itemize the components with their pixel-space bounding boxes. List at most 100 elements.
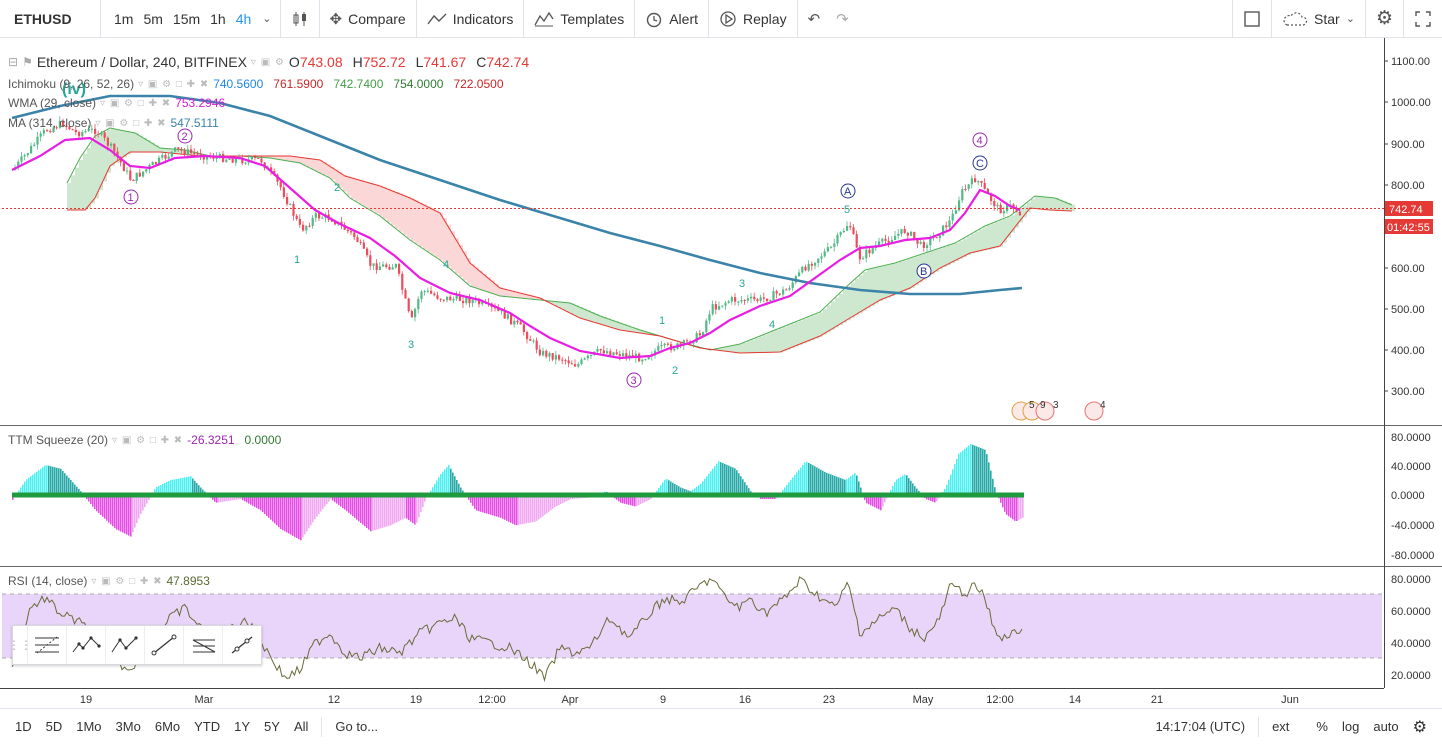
alert-button[interactable]: Alert <box>635 0 708 38</box>
legend-buttons-icon[interactable]: ▿ ▣ ⚙ □ ✚ ✖ <box>112 434 184 446</box>
ray-tool-button[interactable] <box>222 626 261 664</box>
legend-buttons-icon[interactable]: ▿ ▣ ⚙ □ ✚ ✖ <box>95 117 167 129</box>
pitchfork-button[interactable] <box>183 626 222 664</box>
ttm-bar <box>876 495 878 509</box>
drag-handle-icon[interactable]: ⋮⋮ <box>8 638 32 652</box>
cloud-segment <box>1059 199 1063 211</box>
wave-4a[interactable]: 4 <box>443 259 449 271</box>
range-1y[interactable]: 1Y <box>234 719 251 734</box>
compare-button[interactable]: ✥ Compare <box>320 0 416 38</box>
auto-toggle[interactable]: auto <box>1373 719 1399 734</box>
legend-menu-icon[interactable]: ▿ ▣ ⚙ <box>250 56 285 68</box>
wave-2a[interactable]: 2 <box>334 182 340 194</box>
legend-buttons-icon[interactable]: ▿ ▣ ⚙ □ ✚ ✖ <box>100 97 172 109</box>
fullscreen-toggle-button[interactable] <box>1233 0 1271 38</box>
wave-circle-1[interactable] <box>123 189 139 205</box>
chart-style-button[interactable] <box>281 0 319 38</box>
wave-1a[interactable]: 1 <box>294 254 300 266</box>
wave-circle-4[interactable] <box>972 132 988 148</box>
range-all[interactable]: All <box>293 719 309 734</box>
trend-line-button[interactable] <box>144 626 183 664</box>
wave-circle-C[interactable] <box>972 155 988 171</box>
range-1mo[interactable]: 1Mo <box>76 719 102 734</box>
fib-tool-button[interactable] <box>27 626 66 664</box>
elliott-correction-button[interactable] <box>105 626 144 664</box>
ttm-label[interactable]: TTM Squeeze (20) <box>8 433 109 447</box>
wave-5b[interactable]: 5 <box>844 204 850 216</box>
wma-label[interactable]: WMA (29, close) <box>8 96 97 110</box>
rsi-label[interactable]: RSI (14, close) <box>8 574 88 588</box>
wave-3b[interactable]: 3 <box>739 278 745 290</box>
candle-body <box>730 297 733 302</box>
ttm-bar <box>290 495 292 535</box>
range-6mo[interactable]: 6Mo <box>154 719 181 734</box>
chart-area[interactable]: 1100.001000.00900.00800.00700.00600.0050… <box>0 38 1442 708</box>
candle-body <box>426 290 429 292</box>
divider <box>321 716 323 737</box>
legend-buttons-icon[interactable]: ▿ ▣ ⚙ □ ✚ ✖ <box>91 575 163 587</box>
percent-toggle[interactable]: % <box>1316 719 1328 734</box>
countdown-text: 01:42:55 <box>1387 222 1430 234</box>
symbol-search[interactable]: ETHUSD <box>14 10 72 27</box>
gear-icon[interactable]: ⚙ <box>1412 718 1427 736</box>
ttm-bar <box>532 495 534 523</box>
ttm-bar <box>132 495 134 533</box>
candle-body <box>903 229 906 233</box>
wave-circle-A[interactable] <box>840 183 856 199</box>
replay-button[interactable]: Replay <box>709 0 797 38</box>
range-5y[interactable]: 5Y <box>264 719 280 734</box>
templates-button[interactable]: Templates <box>524 0 634 38</box>
time-axis-label: 16 <box>739 694 751 706</box>
candle-body <box>542 350 545 356</box>
undo-icon[interactable]: ↶ <box>807 10 821 28</box>
elliott-wave-labels[interactable]: (iv) 1 2 3 4 A B C 1 2 3 4 1 2 <box>62 81 988 388</box>
us-flag-icon[interactable] <box>1084 401 1104 421</box>
range-3mo[interactable]: 3Mo <box>115 719 141 734</box>
wave-label-iv[interactable]: (iv) <box>62 81 86 98</box>
economic-events[interactable]: 5 9 3 4 <box>1011 400 1106 421</box>
ext-toggle[interactable]: ext <box>1272 719 1290 734</box>
legend-buttons-icon[interactable]: ▿ ▣ ⚙ □ ✚ ✖ <box>138 78 210 90</box>
wave-1b[interactable]: 1 <box>659 315 665 327</box>
settings-button[interactable]: ⚙ <box>1366 0 1403 38</box>
goto-button[interactable]: Go to... <box>335 719 379 734</box>
ttm-bar <box>408 495 410 521</box>
us-flag-icon[interactable] <box>1035 401 1055 421</box>
range-5d[interactable]: 5D <box>45 719 63 734</box>
interval-1h[interactable]: 1h <box>210 10 226 27</box>
star-button[interactable]: Star ⌄ <box>1272 0 1365 38</box>
interval-15m[interactable]: 15m <box>172 10 201 27</box>
ma-legend: MA (314, close) ▿ ▣ ⚙ □ ✚ ✖ 547.5111 <box>8 116 219 130</box>
wave-circle-B[interactable] <box>916 263 932 279</box>
log-toggle[interactable]: log <box>1341 719 1360 734</box>
expand-button[interactable] <box>1404 0 1442 38</box>
wave-2b[interactable]: 2 <box>672 365 678 377</box>
elliott-impulse-button[interactable] <box>66 626 105 664</box>
symbol-title[interactable]: Ethereum / Dollar, 240, BITFINEX <box>36 54 247 70</box>
interval-5m[interactable]: 5m <box>143 10 163 27</box>
range-1d[interactable]: 1D <box>15 719 32 734</box>
ichimoku-label[interactable]: Ichimoku (9, 26, 52, 26) <box>8 77 135 91</box>
ma-label[interactable]: MA (314, close) <box>8 116 92 130</box>
wave-3a[interactable]: 3 <box>408 339 414 351</box>
candle-body <box>305 225 308 231</box>
chart-canvas[interactable]: 1100.001000.00900.00800.00700.00600.0050… <box>0 38 1442 708</box>
wave-4b[interactable]: 4 <box>769 319 775 331</box>
clock-time[interactable]: 14:17:04 (UTC) <box>1155 719 1246 734</box>
candle-body <box>967 184 970 189</box>
countdown-badge <box>1385 219 1433 234</box>
flag-icon[interactable]: ⚑ <box>22 55 33 69</box>
indicators-button[interactable]: Indicators <box>417 0 524 38</box>
candle-body <box>30 145 33 154</box>
interval-4h[interactable]: 4h <box>235 10 252 27</box>
candle-body <box>522 324 525 333</box>
wave-circle-2[interactable] <box>177 128 193 144</box>
cloud-segment <box>595 313 599 323</box>
collapse-icon[interactable]: ⊟ <box>8 55 19 69</box>
interval-1m[interactable]: 1m <box>114 10 134 27</box>
range-ytd[interactable]: YTD <box>194 719 221 734</box>
redo-icon[interactable]: ↷ <box>836 10 849 28</box>
chevron-down-icon[interactable]: ⌄ <box>262 13 272 25</box>
cloud-segment <box>343 174 347 192</box>
wave-circle-3[interactable] <box>626 372 642 388</box>
